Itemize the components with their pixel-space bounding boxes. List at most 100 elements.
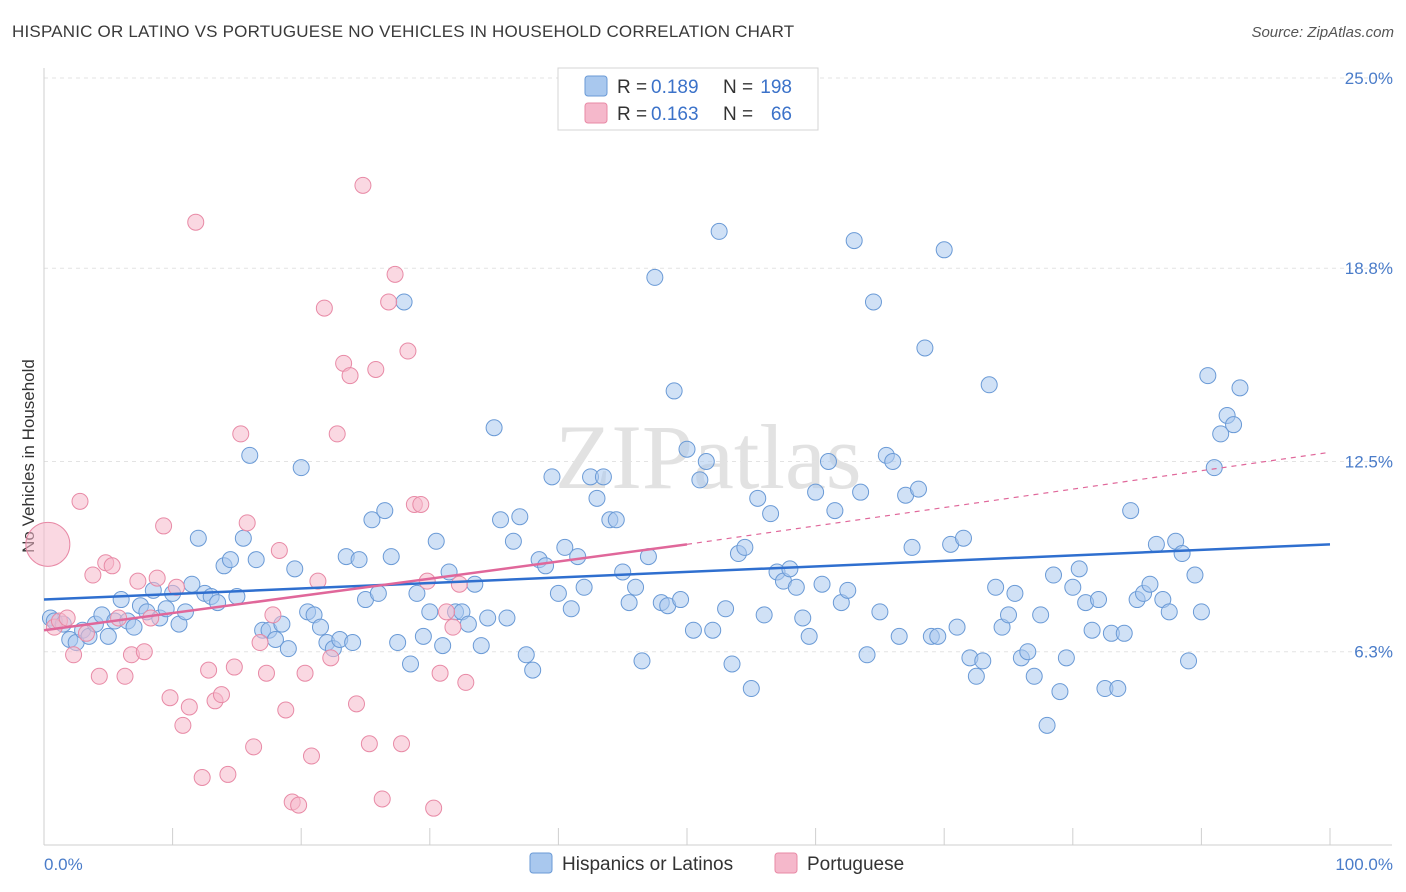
x-axis-ticks	[43, 828, 1331, 845]
hispanic-point	[466, 575, 484, 593]
portuguese-point	[219, 765, 237, 783]
portuguese-point	[251, 634, 269, 652]
legend-r-label-1: R =	[617, 77, 647, 98]
hispanic-point	[402, 655, 420, 673]
trend-lines	[43, 451, 1331, 632]
hispanic-point	[813, 575, 831, 593]
hispanic-point	[1192, 603, 1210, 621]
portuguese-point	[71, 492, 89, 510]
hispanic-point	[543, 468, 561, 486]
portuguese-point	[116, 667, 134, 685]
hispanic-point	[292, 459, 310, 477]
hispanic-point	[279, 640, 297, 658]
hispanic-point	[125, 618, 143, 636]
y-tick-label: 12.5%	[1345, 453, 1393, 472]
portuguese-point	[212, 686, 230, 704]
series-legend: Hispanics or Latinos Portuguese	[529, 852, 904, 875]
portuguese-point	[277, 701, 295, 719]
hispanic-point	[710, 222, 728, 240]
portuguese-point	[328, 425, 346, 443]
portuguese-point	[135, 643, 153, 661]
portuguese-point	[155, 517, 173, 535]
portuguese-point	[225, 658, 243, 676]
hispanic-point	[434, 637, 452, 655]
hispanic-point	[858, 646, 876, 664]
hispanic-point	[395, 293, 413, 311]
source-label: Source: ZipAtlas.com	[1251, 24, 1394, 41]
hispanic-point	[967, 667, 985, 685]
portuguese-point	[180, 698, 198, 716]
hispanic-point	[742, 680, 760, 698]
y-tick-labels: 6.3% 12.5% 18.8% 25.0%	[1345, 69, 1393, 662]
hispanic-point	[575, 578, 593, 596]
hispanic-point	[549, 584, 567, 602]
hispanic-point	[344, 634, 362, 652]
hispanic-point	[717, 600, 735, 618]
portuguese-point	[302, 747, 320, 765]
hispanic-point	[189, 529, 207, 547]
hispanic-point	[614, 563, 632, 581]
hispanic-point	[511, 508, 529, 526]
hispanic-point	[839, 581, 857, 599]
data-points	[25, 176, 1249, 817]
hispanic-point	[684, 621, 702, 639]
portuguese-point	[148, 569, 166, 587]
hispanic-point	[672, 591, 690, 609]
stats-legend: R = 0.189 N = 198 R = 0.163 N = 66	[557, 67, 819, 131]
portuguese-point	[309, 572, 327, 590]
portuguese-trend-extension	[686, 451, 1331, 545]
hispanic-point	[987, 578, 1005, 596]
hispanic-point	[1057, 649, 1075, 667]
portuguese-point	[84, 566, 102, 584]
hispanic-point	[112, 591, 130, 609]
bottom-legend-label-portuguese: Portuguese	[807, 854, 904, 875]
portuguese-point	[77, 624, 95, 642]
hispanic-point	[1122, 502, 1140, 520]
portuguese-point	[90, 667, 108, 685]
hispanic-point	[1006, 584, 1024, 602]
hispanic-point	[504, 532, 522, 550]
portuguese-point	[174, 716, 192, 734]
gridlines	[44, 77, 1392, 653]
portuguese-trend-line	[43, 543, 688, 632]
hispanic-point	[948, 618, 966, 636]
hispanic-point	[414, 627, 432, 645]
hispanic-point	[1212, 425, 1230, 443]
legend-n-label-1: N =	[723, 77, 753, 98]
portuguese-point	[360, 735, 378, 753]
hispanic-point	[890, 627, 908, 645]
hispanic-point	[421, 603, 439, 621]
hispanic-point	[382, 548, 400, 566]
hispanic-point	[1199, 367, 1217, 385]
y-tick-label: 18.8%	[1345, 259, 1393, 278]
portuguese-point	[367, 360, 385, 378]
hispanic-point	[498, 609, 516, 627]
hispanic-point	[864, 293, 882, 311]
hispanic-point	[1160, 603, 1178, 621]
portuguese-point	[418, 572, 436, 590]
hispanic-point	[569, 548, 587, 566]
bottom-legend-swatch-portuguese	[774, 852, 798, 874]
legend-r-value-2: 0.163	[651, 104, 699, 125]
portuguese-point	[450, 575, 468, 593]
hispanic-point	[99, 627, 117, 645]
hispanic-point	[588, 489, 606, 507]
portuguese-point	[438, 603, 456, 621]
hispanic-point	[1141, 575, 1159, 593]
hispanic-point	[556, 538, 574, 556]
hispanic-trend-line	[43, 543, 1331, 601]
portuguese-point	[457, 673, 475, 691]
y-axis-label: No Vehicles in Household	[19, 359, 38, 553]
hispanic-point	[646, 268, 664, 286]
hispanic-point	[537, 557, 555, 575]
portuguese-point	[110, 609, 128, 627]
hispanic-point	[1205, 459, 1223, 477]
hispanic-point	[1173, 545, 1191, 563]
hispanic-point	[311, 618, 329, 636]
portuguese-point	[393, 735, 411, 753]
portuguese-point	[129, 572, 147, 590]
hispanic-point	[1045, 566, 1063, 584]
portuguese-point	[245, 738, 263, 756]
portuguese-point	[161, 689, 179, 707]
